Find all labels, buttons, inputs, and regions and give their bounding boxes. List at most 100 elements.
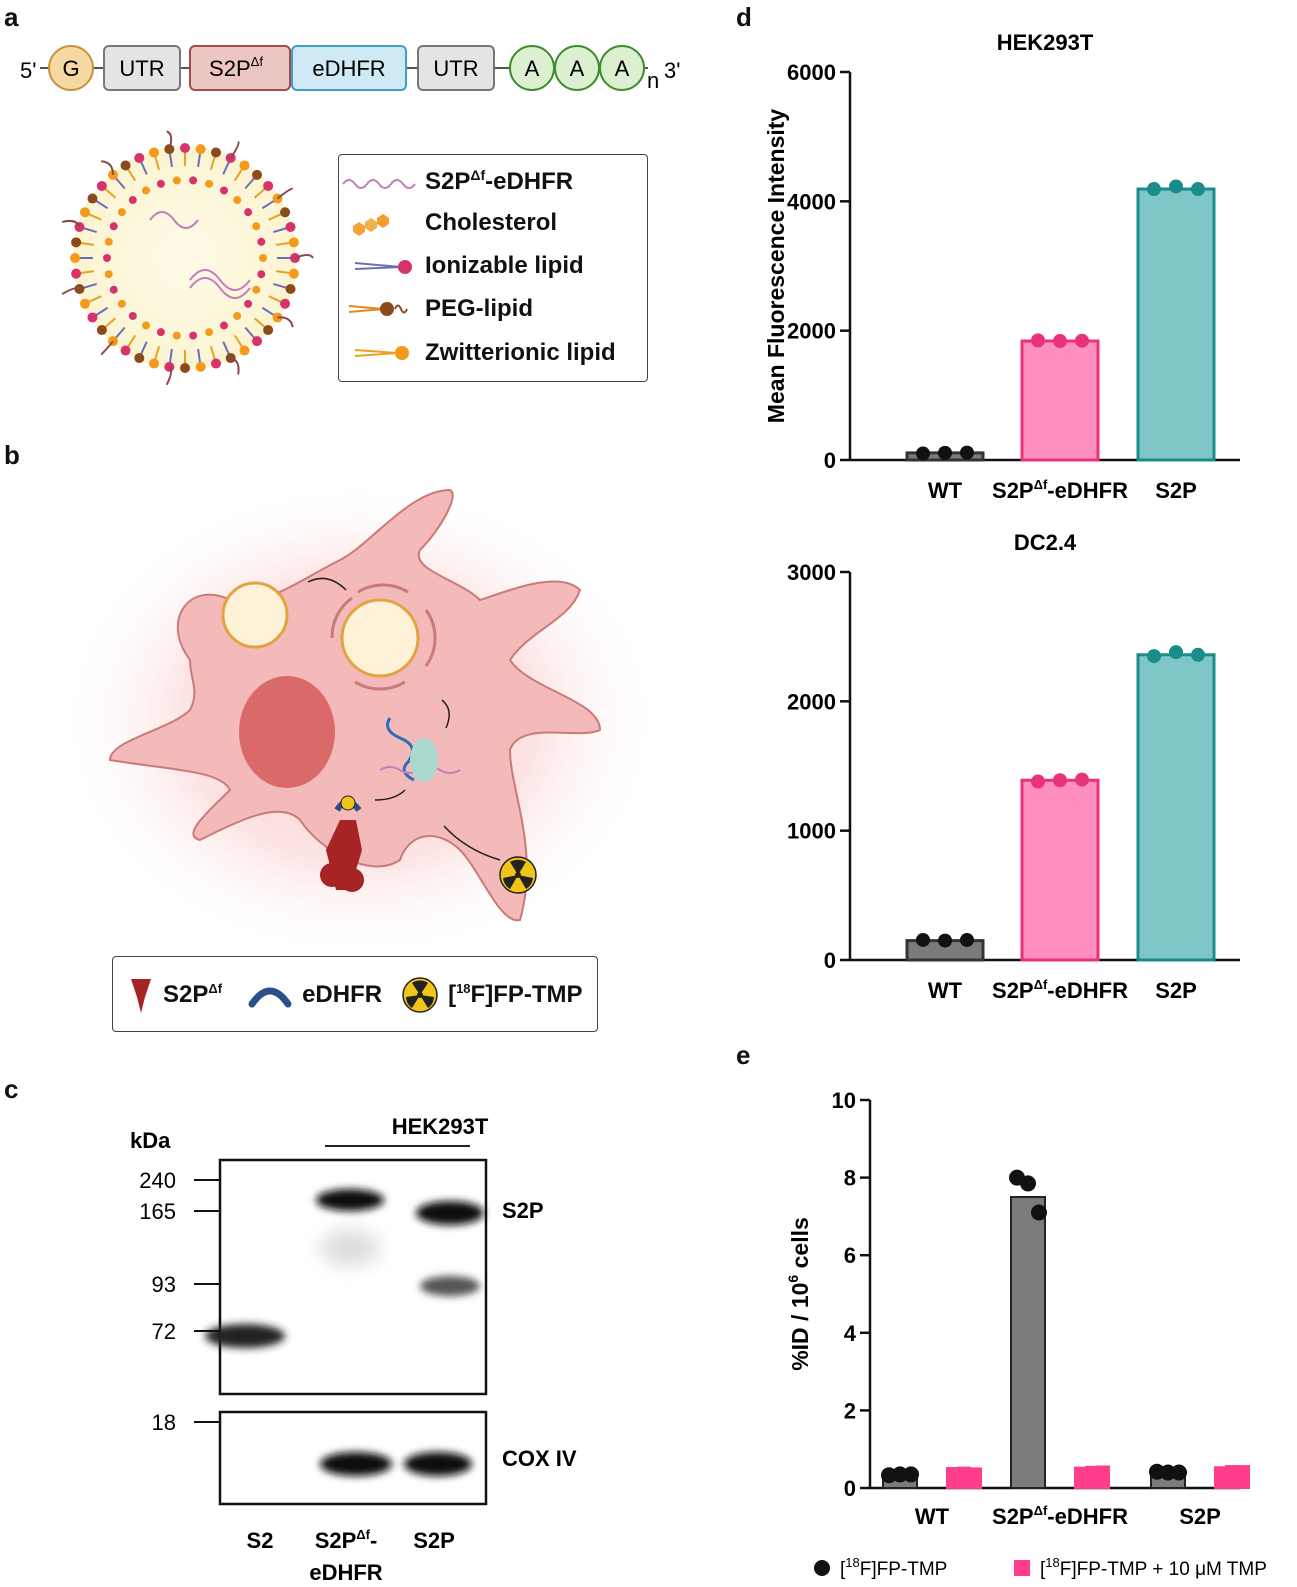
mrna-construct-diagram: 5' G UTR S2PΔf eDHFR UTR A A A n 3': [20, 45, 680, 93]
lipid-head: [180, 363, 190, 373]
polya-circle-3: [599, 45, 645, 91]
lipid-head: [120, 345, 131, 356]
legend-label: [18F]FP-TMP + 10 μM TMP: [1040, 1555, 1267, 1580]
inner-lipid-head: [189, 176, 198, 185]
utr-box-5: [103, 45, 181, 91]
y-tick-label: 8: [844, 1166, 856, 1191]
x-tick-label: S2PΔf-eDHFR: [992, 977, 1128, 1003]
inner-lipid-head: [252, 222, 261, 231]
bar: [1020, 339, 1100, 462]
x-tick-label: WT: [915, 1504, 950, 1529]
inner-lipid-head: [142, 321, 150, 330]
data-point: [1147, 649, 1161, 664]
lipid-head: [164, 144, 175, 155]
bar: [1136, 187, 1216, 462]
inner-lipid-head: [109, 285, 118, 294]
lipid-head: [134, 353, 145, 364]
x-tick-label: S2PΔf-eDHFR: [992, 477, 1128, 503]
lipid-head: [263, 325, 274, 336]
blot-label-s2p: S2P: [502, 1198, 544, 1223]
lipid-head: [96, 325, 107, 336]
cell-legend: S2PΔf eDHFR [18F]FP-TMP: [112, 956, 598, 1032]
radioactive-tracer-icon: [499, 856, 537, 894]
peg-chain: [229, 140, 240, 159]
lane-label-s2p-edhfr: S2PΔf-: [315, 1527, 378, 1553]
lipid-head: [180, 143, 190, 153]
inner-lipid-head: [220, 321, 228, 330]
y-tick-label: 0: [824, 448, 836, 473]
x-tick-label: S2P: [1179, 1504, 1221, 1529]
cell-legend-edhfr: eDHFR: [302, 981, 383, 1008]
lnp-legend-label-zwitterionic: Zwitterionic lipid: [425, 339, 616, 366]
utr-box-3: [417, 45, 495, 91]
lipid-head: [195, 361, 206, 372]
inner-lipid-head: [233, 311, 242, 320]
data-point: [903, 1466, 919, 1483]
lipid-head: [74, 283, 85, 294]
blot-label-cox4: COX IV: [502, 1446, 577, 1471]
western-blot: kDa HEK293T 240 165 93 72 S2P 18 COX IV …: [130, 1114, 577, 1585]
lnp-legend-label-mrna: S2PΔf-eDHFR: [425, 167, 574, 195]
data-point: [1085, 1465, 1099, 1480]
data-point: [938, 933, 952, 948]
x-tick-label: WT: [928, 478, 963, 503]
lane-label-s2p: S2P: [413, 1528, 455, 1553]
peg-lipid-icon: [348, 302, 408, 316]
ionizable-lipid-icon: [354, 260, 412, 274]
lnp-legend-row-peg: PEG-lipid: [339, 295, 533, 323]
construct-polya-2: A: [570, 56, 585, 81]
lnp-legend-row-zwitterionic: Zwitterionic lipid: [339, 339, 616, 367]
cell-legend-row: S2PΔf eDHFR [18F]FP-TMP: [125, 975, 583, 1015]
lipid-head: [263, 180, 274, 191]
lipid-head: [79, 207, 90, 218]
cell-legend-tracer: [18F]FP-TMP: [448, 981, 583, 1008]
panel-label-c: c: [4, 1074, 19, 1104]
data-point: [1191, 182, 1205, 197]
cell-legend-s2p: S2PΔf: [163, 981, 223, 1008]
data-point: [1074, 1466, 1088, 1481]
data-point: [960, 445, 974, 460]
lipid-head: [210, 147, 221, 158]
construct-three-prime: 3': [664, 58, 680, 83]
lnp-legend-row-cholesterol: Cholesterol: [339, 209, 557, 237]
x-tick-label: S2P: [1155, 478, 1197, 503]
inner-lipid-head: [103, 254, 111, 262]
data-point: [1031, 774, 1045, 789]
data-point: [1053, 773, 1067, 788]
lnp-in-cell: [221, 581, 289, 649]
cell-uptake-illustration: [60, 480, 650, 950]
peg-chain: [166, 130, 173, 150]
lipid-head: [70, 253, 80, 263]
cap-circle: [48, 45, 94, 91]
lane-label-s2: S2: [247, 1528, 274, 1553]
lipid-head: [120, 160, 131, 171]
arrow-tracer: [443, 825, 501, 861]
data-point: [938, 445, 952, 460]
marker-93: 93: [152, 1272, 176, 1297]
arrow-release: [441, 699, 450, 729]
inner-lipid-head: [172, 176, 181, 185]
legend-label: [18F]FP-TMP: [840, 1555, 947, 1580]
blot-group-label: HEK293T: [392, 1114, 489, 1139]
inner-lipid-head: [117, 208, 126, 217]
chart-title: HEK293T: [997, 30, 1094, 55]
tracer-icon: [402, 977, 438, 1013]
data-point: [1214, 1466, 1228, 1481]
lipid-head: [252, 169, 263, 180]
cholesterol-icon: [353, 214, 389, 236]
peg-chain: [61, 287, 81, 295]
data-point: [916, 932, 930, 947]
inner-lipid-head: [156, 328, 165, 337]
lipid-head: [239, 345, 250, 356]
inner-lipid-head: [220, 186, 228, 195]
data-point: [892, 1466, 908, 1483]
inner-lipid-head: [189, 331, 198, 340]
construct-cap-label: G: [62, 56, 79, 81]
lipid-head: [71, 268, 82, 279]
band-s2p-lower: [420, 1276, 480, 1296]
inner-lipid-head: [142, 186, 150, 195]
data-point: [1031, 1204, 1047, 1221]
inner-lipid-head: [117, 299, 126, 308]
lipid-head: [210, 358, 221, 369]
y-tick-label: 2: [844, 1398, 856, 1423]
